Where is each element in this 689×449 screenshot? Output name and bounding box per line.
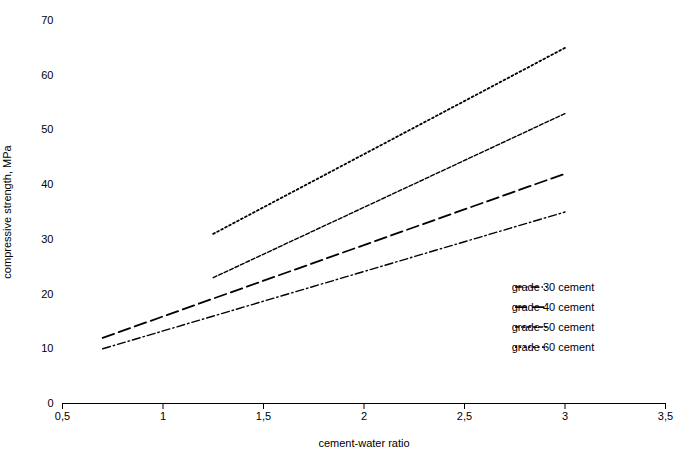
svg-text:10: 10	[41, 342, 53, 354]
svg-text:3,5: 3,5	[658, 410, 673, 422]
svg-text:60: 60	[41, 69, 53, 81]
svg-text:grade 50 cement: grade 50 cement	[512, 321, 595, 333]
svg-text:2,5: 2,5	[457, 410, 472, 422]
svg-text:grade 40 cement: grade 40 cement	[512, 301, 595, 313]
svg-text:50: 50	[41, 123, 53, 135]
svg-text:grade 60 cement: grade 60 cement	[512, 341, 595, 353]
svg-text:40: 40	[41, 178, 53, 190]
svg-text:2: 2	[361, 410, 367, 422]
svg-text:0: 0	[47, 397, 53, 409]
svg-text:cement-water ratio: cement-water ratio	[318, 437, 409, 449]
svg-text:0,5: 0,5	[55, 410, 70, 422]
svg-text:3: 3	[562, 410, 568, 422]
svg-text:20: 20	[41, 288, 53, 300]
svg-text:30: 30	[41, 233, 53, 245]
svg-text:grade 30 cement: grade 30 cement	[512, 281, 595, 293]
svg-text:1,5: 1,5	[256, 410, 271, 422]
svg-text:compressive strength, MPa: compressive strength, MPa	[1, 144, 13, 278]
svg-text:1: 1	[160, 410, 166, 422]
svg-text:70: 70	[41, 14, 53, 26]
